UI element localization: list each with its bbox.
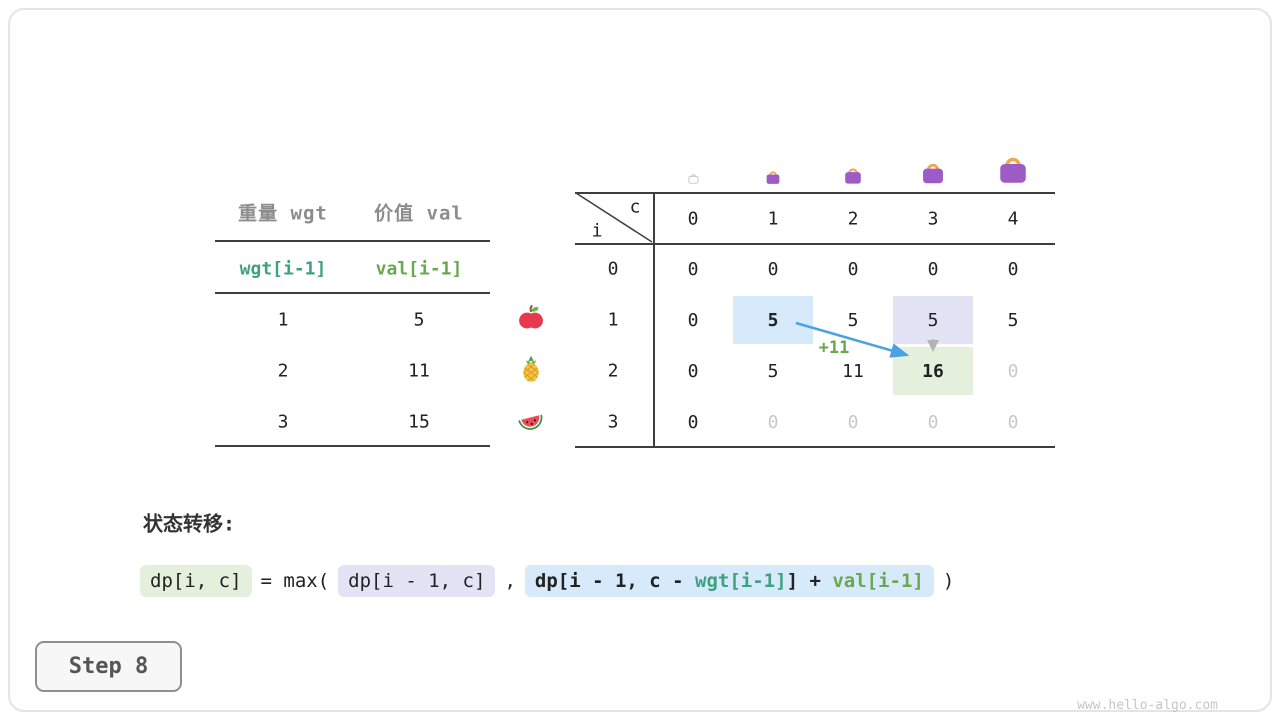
dp-cell-r0-c2: 0	[847, 258, 859, 280]
formula-comma: ,	[504, 570, 516, 592]
formula-option1-chip: dp[i - 1, c]	[338, 565, 496, 597]
dp-row-header-2: 2	[607, 360, 619, 382]
items-formula-wgt: wgt[i-1]	[239, 258, 327, 280]
figure-card	[8, 8, 1272, 712]
watermark: www.hello-algo.com	[1077, 698, 1218, 713]
items-formula-val: val[i-1]	[375, 258, 463, 280]
transition-formula: dp[i, c] = max( dp[i - 1, c] , dp[i - 1,…	[140, 565, 954, 597]
items-divider-top	[215, 240, 490, 242]
dp-cell-r0-c0: 0	[687, 258, 699, 280]
bag-xlarge-icon	[1000, 157, 1026, 183]
dp-col-header-2: 2	[847, 208, 859, 230]
dp-row-header-0: 0	[607, 258, 619, 280]
items-header-weight: 重量 wgt	[238, 202, 328, 225]
dp-cell-r2-c4: 0	[1007, 360, 1019, 382]
dp-cell-r2-c2: 11	[842, 360, 864, 382]
dp-corner-col-label: c	[629, 196, 641, 218]
dp-cell-r2-c0: 0	[687, 360, 699, 382]
dp-row-header-3: 3	[607, 411, 619, 433]
dp-cell-r3-c1: 0	[767, 411, 779, 433]
item-3-weight: 3	[277, 411, 289, 433]
items-header-value: 价值 val	[374, 202, 464, 225]
pineapple-icon	[523, 355, 539, 382]
item-3-value: 15	[408, 411, 430, 433]
formula-lhs-chip: dp[i, c]	[140, 565, 252, 597]
formula-option2-chip: dp[i - 1, c - wgt[i-1]] + val[i-1]	[524, 565, 934, 597]
item-2-weight: 2	[277, 360, 289, 382]
step-label: Step 8	[68, 654, 149, 679]
items-divider-bottom	[215, 445, 490, 447]
formula-option2-val: val[i-1]	[832, 570, 924, 592]
dp-cell-r2-c3-result-highlight: 16	[893, 347, 973, 395]
dp-cell-r3-c3: 0	[927, 411, 939, 433]
formula-option2-prefix: dp[i - 1, c -	[534, 570, 696, 592]
bag-small-icon	[766, 171, 780, 184]
formula-equals: = max(	[260, 570, 330, 592]
dp-col-header-0: 0	[687, 208, 699, 230]
dp-line-vertical	[653, 192, 655, 447]
dp-col-header-3: 3	[927, 208, 939, 230]
dp-corner-row-label: i	[591, 220, 603, 242]
bag-large-icon	[923, 163, 943, 184]
watermelon-icon	[518, 414, 543, 430]
formula-option2-wgt: wgt[i-1]	[695, 570, 787, 592]
item-1-weight: 1	[277, 309, 289, 331]
transition-title: 状态转移:	[143, 511, 236, 536]
dp-line-bottom	[575, 446, 1055, 448]
dp-cell-r1-c0: 0	[687, 309, 699, 331]
apple-icon	[519, 305, 543, 329]
dp-col-header-1: 1	[767, 208, 779, 230]
dp-line-top	[575, 192, 1055, 194]
dp-cell-r3-c4: 0	[1007, 411, 1019, 433]
step-badge: Step 8	[35, 641, 182, 692]
dp-cell-r0-c4: 0	[1007, 258, 1019, 280]
dp-row-header-1: 1	[607, 309, 619, 331]
dp-cell-r3-c0: 0	[687, 411, 699, 433]
items-divider-mid	[215, 292, 490, 294]
dp-cell-r1-c1-source-highlight: 5	[733, 296, 813, 344]
dp-cell-r1-c4: 5	[1007, 309, 1019, 331]
dp-col-header-4: 4	[1007, 208, 1019, 230]
transfer-value-label: +11	[818, 338, 850, 358]
dp-cell-r2-c1: 5	[767, 360, 779, 382]
bag-medium-icon	[845, 168, 861, 184]
formula-close: )	[942, 570, 955, 592]
dp-cell-r3-c2: 0	[847, 411, 859, 433]
item-1-value: 5	[413, 309, 425, 331]
dp-cell-r1-c2: 5	[847, 309, 859, 331]
formula-option2-mid: ] +	[786, 570, 833, 592]
item-2-value: 11	[408, 360, 430, 382]
dp-cell-r0-c3: 0	[927, 258, 939, 280]
bag-empty-icon	[688, 174, 699, 184]
dp-cell-r1-c3-option-highlight: 5	[893, 296, 973, 344]
dp-line-header	[575, 243, 1055, 245]
dp-cell-r0-c1: 0	[767, 258, 779, 280]
